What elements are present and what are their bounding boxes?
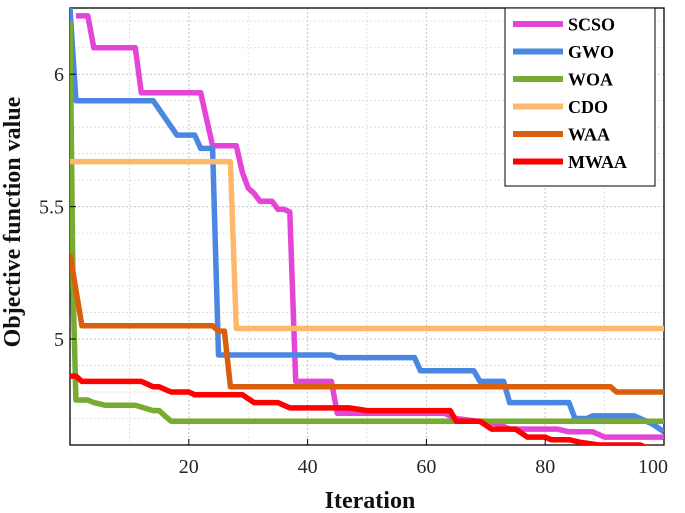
series-line-mwaa — [70, 373, 664, 445]
y-tick-label: 5 — [54, 329, 64, 351]
x-tick-label: 60 — [416, 456, 436, 478]
y-axis-title: Objective function value — [0, 96, 26, 347]
legend: SCSO GWO WOA CDO WAA MWAA — [504, 7, 656, 187]
series-line-gwo — [70, 8, 664, 435]
x-axis-title: Iteration — [325, 488, 416, 513]
legend-label-scso: SCSO — [568, 15, 615, 35]
x-tick-label: 100 — [638, 456, 668, 478]
legend-label-cdo: CDO — [568, 97, 608, 117]
legend-label-waa: WAA — [568, 125, 610, 145]
series-layer — [70, 8, 664, 445]
series-line-waa — [70, 253, 664, 395]
series-line-woa — [70, 21, 664, 424]
legend-box — [504, 7, 656, 187]
y-tick-label: 5.5 — [39, 197, 64, 219]
y-tick-label: 6 — [54, 64, 64, 86]
tick-layer: 20 40 60 80 100 5 5.5 6 — [39, 64, 668, 478]
series-line-cdo — [70, 158, 664, 332]
x-tick-label: 40 — [298, 456, 318, 478]
legend-label-gwo: GWO — [568, 42, 614, 62]
series-line-scso — [75, 13, 664, 440]
x-tick-label: 80 — [535, 456, 555, 478]
legend-label-mwaa: MWAA — [568, 152, 627, 172]
x-tick-label: 20 — [179, 456, 199, 478]
legend-label-woa: WOA — [568, 70, 613, 90]
